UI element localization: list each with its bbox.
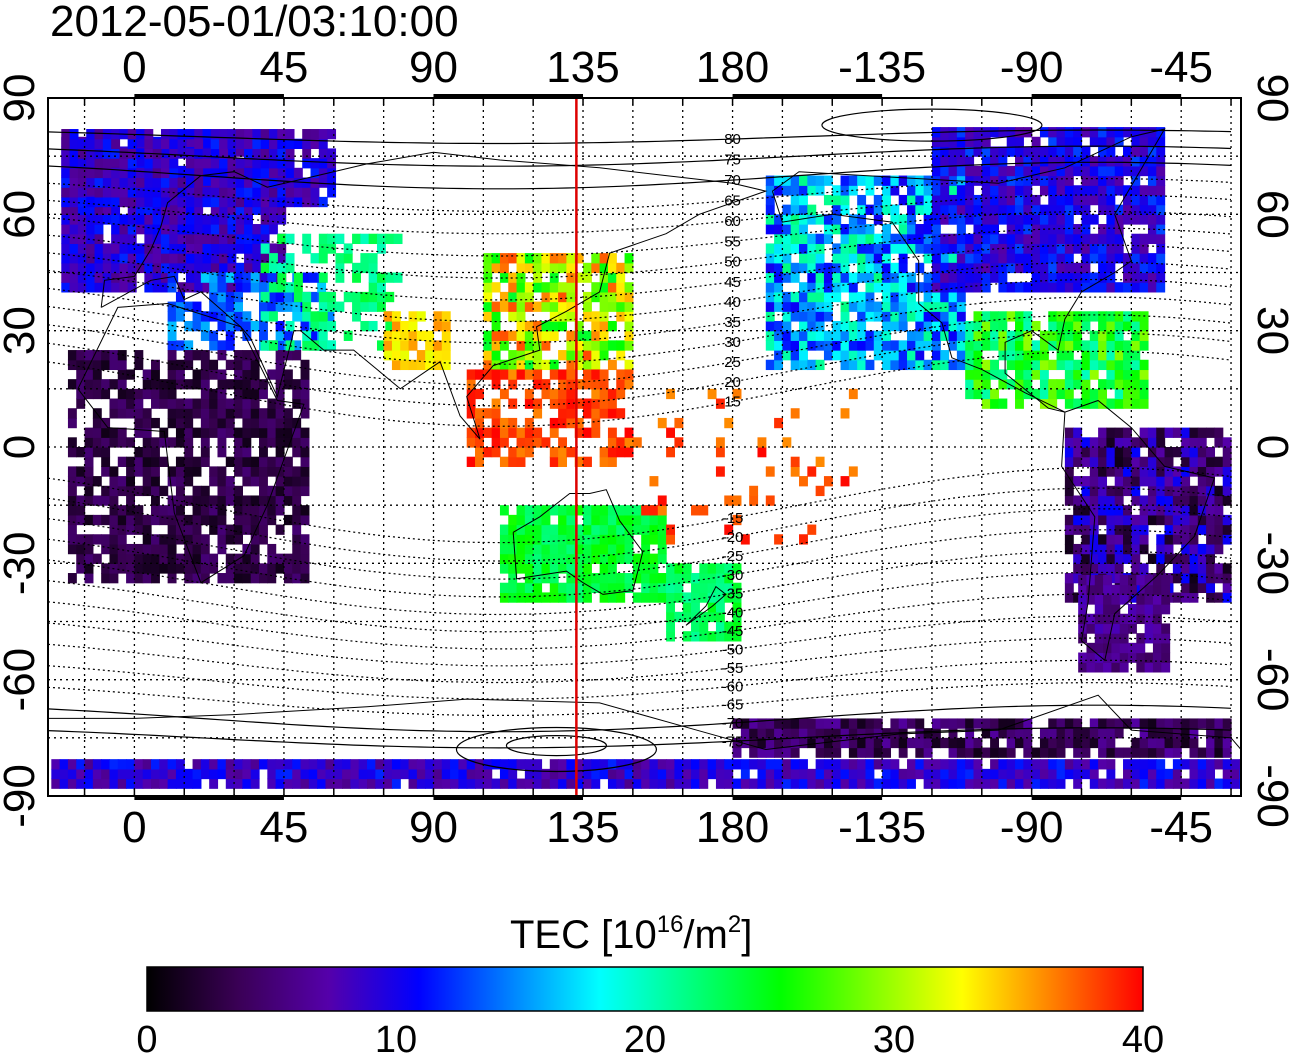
top-lon-tick-label: 45 [259, 43, 308, 92]
colorbar-tick-label: 0 [136, 1019, 157, 1057]
mlat-label: 80 [724, 131, 741, 148]
mlat-label: -35 [722, 586, 744, 603]
top-lon-tick-label: -45 [1149, 43, 1213, 92]
colorbar-tick-label: 40 [1122, 1019, 1164, 1057]
top-lon-tick-label: 135 [546, 43, 619, 92]
mlat-label: 60 [724, 213, 741, 230]
mlat-label: -70 [722, 715, 744, 732]
magnetic-latitude-labels: 80 75 70 65 60 55 50 45 40 35 30 25 20 15 -15 -20 -25 -30… [722, 131, 744, 750]
colorbar-title: TEC [1016/m2] [510, 911, 752, 957]
mlat-label: -40 [722, 604, 744, 621]
mlat-label: 20 [724, 374, 741, 391]
bottom-lon-tick-label: -45 [1149, 803, 1213, 852]
map-frame [47, 97, 1242, 797]
colorbar-tick-labels: 0 10 20 30 40 [136, 1019, 1164, 1057]
right-latitude-ticks: 90 60 30 0 -30 -60 -90 [1248, 74, 1292, 828]
mlat-label: 15 [724, 394, 741, 411]
mlat-label: 35 [724, 314, 741, 331]
mlat-label: -30 [722, 567, 744, 584]
left-lat-tick-label: 90 [0, 74, 44, 123]
mlat-label: 25 [724, 354, 741, 371]
right-lat-tick-label: -60 [1248, 648, 1292, 712]
mlat-label: -60 [722, 678, 744, 695]
right-lat-tick-label: 0 [1248, 435, 1292, 459]
lat-lon-grid [48, 98, 1241, 796]
bottom-lon-tick-label: 135 [546, 803, 619, 852]
top-lon-tick-label: 90 [409, 43, 458, 92]
mlat-label: -20 [722, 529, 744, 546]
top-longitude-ticks: 0 45 90 135 180 -135 -90 -45 [122, 43, 1213, 92]
mlat-label: -65 [722, 697, 744, 714]
mlat-label: -45 [722, 623, 744, 640]
left-lat-tick-label: 60 [0, 190, 44, 239]
tec-data-patches [51, 127, 1241, 789]
mlat-label: -50 [722, 641, 744, 658]
bottom-lon-tick-label: 0 [122, 803, 146, 852]
mlat-label: -15 [722, 510, 744, 527]
mlat-label: 70 [724, 172, 741, 189]
bottom-lon-tick-label: 45 [259, 803, 308, 852]
frame-ticks [83, 94, 1232, 800]
top-lon-tick-label: 180 [696, 43, 769, 92]
left-lat-tick-label: -30 [0, 532, 44, 596]
mlat-label: 55 [724, 233, 741, 250]
top-lon-tick-label: -135 [838, 43, 926, 92]
bottom-lon-tick-label: -135 [838, 803, 926, 852]
colorbar-tick-label: 30 [873, 1019, 915, 1057]
mlat-label: 65 [724, 193, 741, 210]
left-lat-tick-label: 30 [0, 306, 44, 355]
right-lat-tick-label: 30 [1248, 306, 1292, 355]
right-lat-tick-label: -30 [1248, 532, 1292, 596]
top-lon-tick-label: 0 [122, 43, 146, 92]
mlat-label: -25 [722, 548, 744, 565]
mlat-label: 45 [724, 274, 741, 291]
magnetic-latitude-contours [48, 108, 1232, 773]
bottom-lon-tick-label: 180 [696, 803, 769, 852]
bottom-longitude-ticks: 0 45 90 135 180 -135 -90 -45 [122, 803, 1213, 852]
map-area [48, 98, 1241, 796]
left-latitude-ticks: 90 60 30 0 -30 -60 -90 [0, 74, 44, 828]
right-lat-tick-label: -90 [1248, 764, 1292, 828]
mlat-label: -55 [722, 660, 744, 677]
mlat-label: 40 [724, 294, 741, 311]
right-lat-tick-label: 90 [1248, 74, 1292, 123]
mlat-label: -75 [722, 733, 744, 750]
colorbar-tick-label: 10 [375, 1019, 417, 1057]
colorbar [146, 966, 1144, 1012]
left-lat-tick-label: -90 [0, 764, 44, 828]
bottom-lon-tick-label: 90 [409, 803, 458, 852]
colorbar-tick-label: 20 [624, 1019, 666, 1057]
timestamp-title: 2012-05-01/03:10:00 [50, 0, 459, 46]
right-lat-tick-label: 60 [1248, 190, 1292, 239]
left-lat-tick-label: -60 [0, 648, 44, 712]
left-lat-tick-label: 0 [0, 435, 44, 459]
top-lon-tick-label: -90 [1000, 43, 1064, 92]
mlat-label: 50 [724, 254, 741, 271]
mlat-label: 75 [724, 152, 741, 169]
mlat-label: 30 [724, 334, 741, 351]
bottom-lon-tick-label: -90 [1000, 803, 1064, 852]
